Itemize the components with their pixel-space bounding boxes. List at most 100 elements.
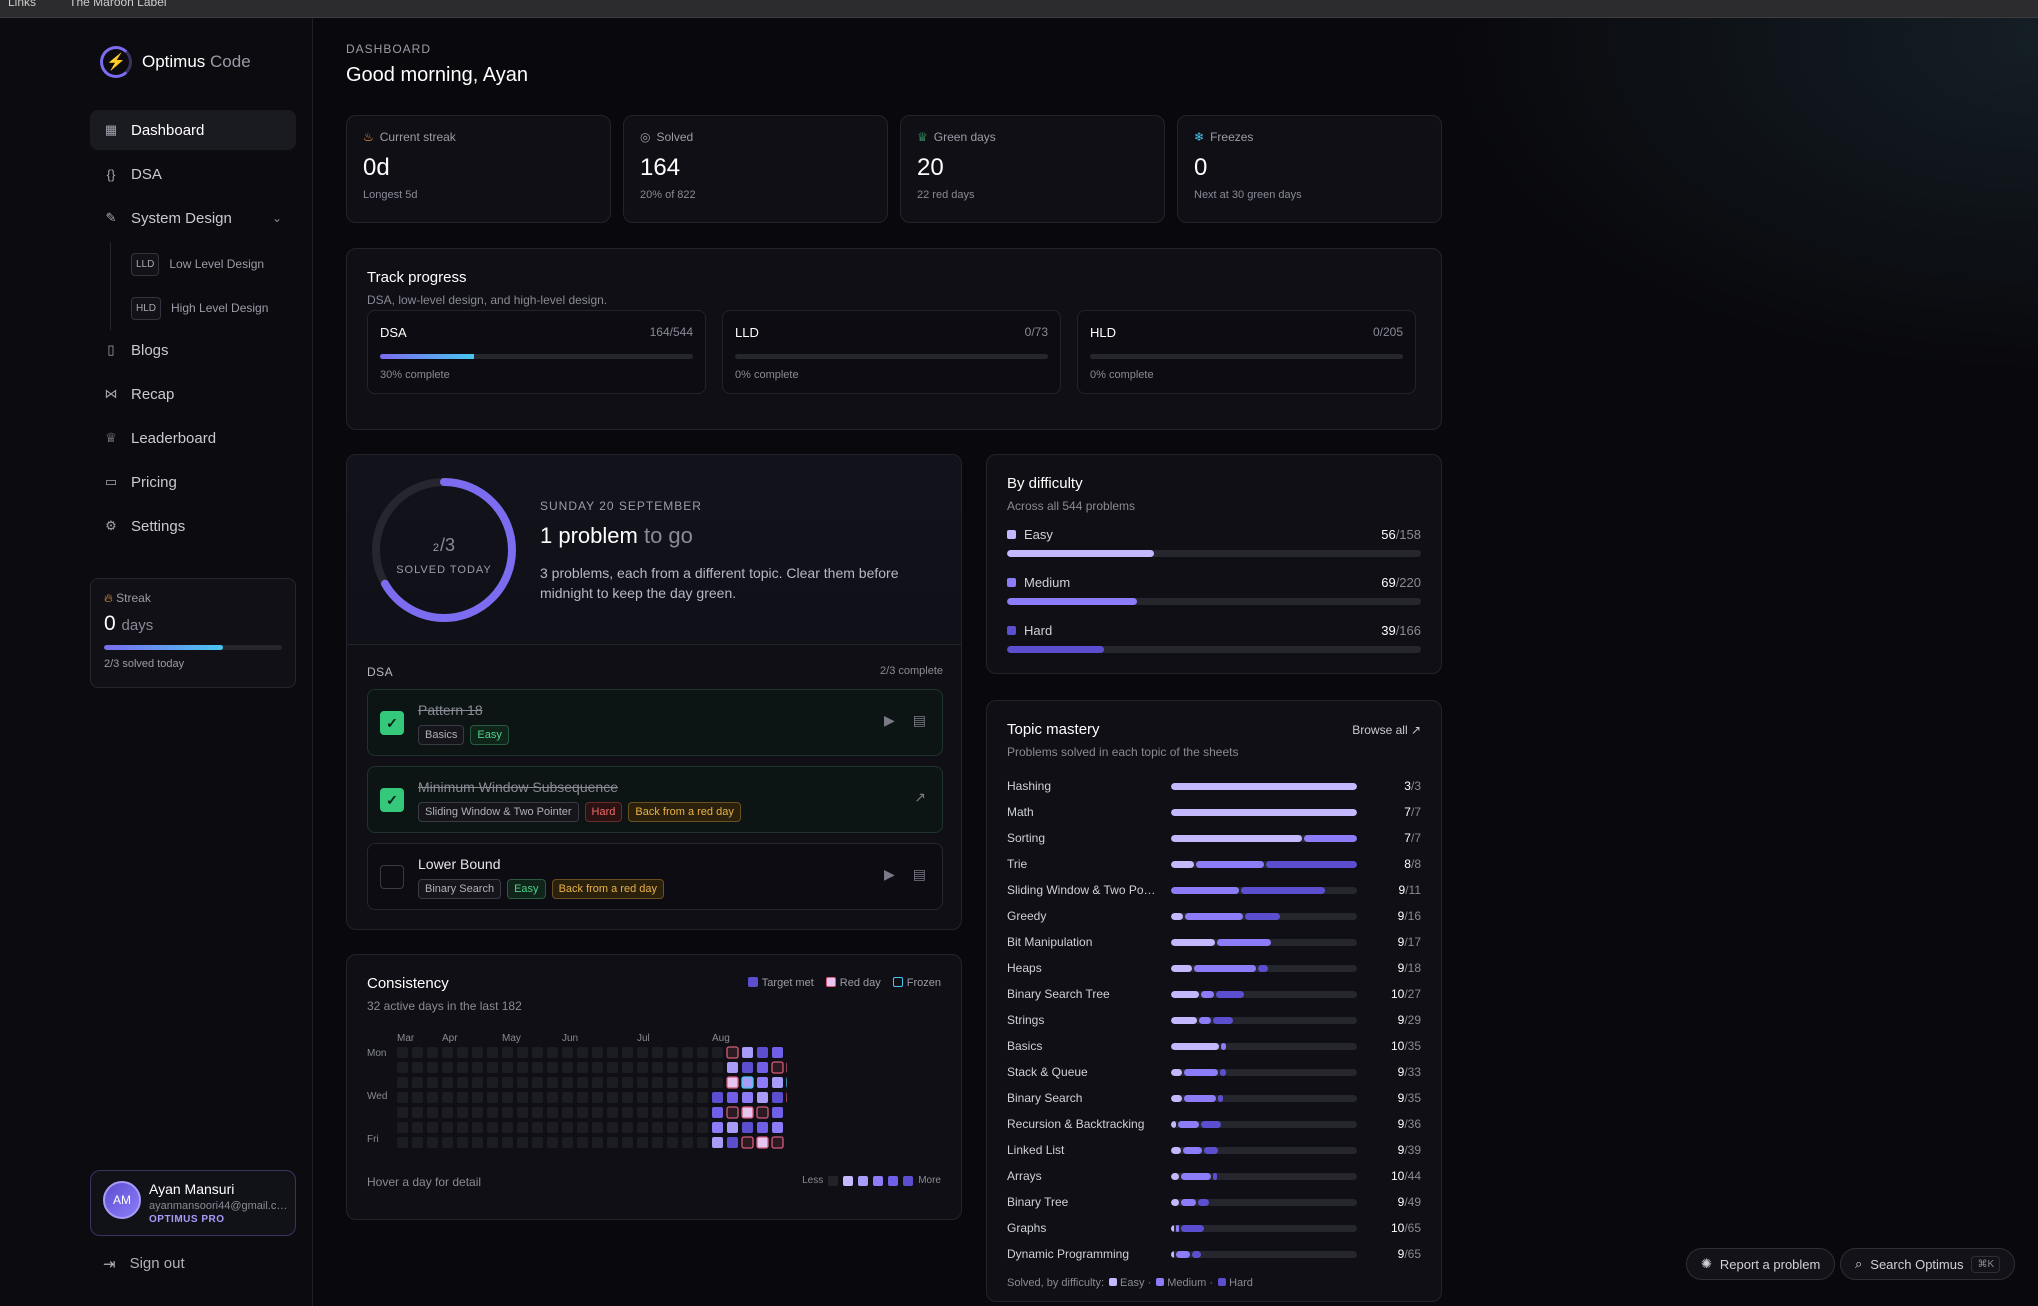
heatmap-day-cell[interactable] [442, 1092, 453, 1103]
heatmap-day-cell[interactable] [502, 1092, 513, 1103]
heatmap-day-cell[interactable] [772, 1092, 783, 1103]
heatmap-day-cell[interactable] [727, 1137, 738, 1148]
heatmap-day-cell[interactable] [487, 1092, 498, 1103]
heatmap-day-cell[interactable] [442, 1047, 453, 1058]
heatmap-day-cell[interactable] [472, 1107, 483, 1118]
heatmap-day-cell[interactable] [667, 1137, 678, 1148]
heatmap-day-cell[interactable] [652, 1047, 663, 1058]
heatmap-day-cell[interactable] [457, 1047, 468, 1058]
heatmap-day-cell[interactable] [682, 1137, 693, 1148]
heatmap-day-cell[interactable] [697, 1047, 708, 1058]
heatmap-day-cell[interactable] [682, 1047, 693, 1058]
topic-row[interactable]: Strings 9/29 [1007, 1007, 1421, 1033]
doc-icon[interactable]: ▤ [912, 866, 926, 882]
heatmap-day-cell[interactable] [607, 1047, 618, 1058]
heatmap-day-cell[interactable] [487, 1047, 498, 1058]
heatmap-day-cell[interactable] [772, 1107, 783, 1118]
heatmap-day-cell[interactable] [472, 1122, 483, 1133]
heatmap-day-cell[interactable] [712, 1137, 723, 1148]
nav-settings[interactable]: ⚙ Settings [90, 506, 296, 546]
problem-row[interactable]: ✓ Minimum Window Subsequence Sliding Windo… [367, 766, 943, 833]
heatmap-day-cell[interactable] [457, 1062, 468, 1073]
heatmap-day-cell[interactable] [652, 1137, 663, 1148]
heatmap-day-cell[interactable] [412, 1107, 423, 1118]
heatmap-day-cell[interactable] [742, 1062, 753, 1073]
heatmap-day-cell[interactable] [742, 1047, 753, 1058]
activity-heatmap[interactable]: MarAprMayJunJulAugSeptMonWedFri [367, 1031, 787, 1151]
heatmap-day-cell[interactable] [637, 1077, 648, 1088]
problem-name[interactable]: Pattern 18 [418, 702, 483, 718]
track-dsa[interactable]: DSA 164/544 30% complete [367, 310, 706, 394]
nav-dsa[interactable]: {} DSA [90, 154, 296, 194]
heatmap-day-cell[interactable] [517, 1122, 528, 1133]
user-card[interactable]: AM Ayan Mansuri ayanmansoori44@gmail.com… [90, 1170, 296, 1236]
heatmap-day-cell[interactable] [532, 1107, 543, 1118]
heatmap-day-cell[interactable] [727, 1122, 738, 1133]
topic-row[interactable]: Hashing 3/3 [1007, 773, 1421, 799]
heatmap-day-cell[interactable] [517, 1047, 528, 1058]
heatmap-day-cell[interactable] [547, 1047, 558, 1058]
heatmap-day-cell[interactable] [652, 1092, 663, 1103]
heatmap-day-cell[interactable] [697, 1122, 708, 1133]
heatmap-day-cell[interactable] [622, 1077, 633, 1088]
heatmap-day-cell[interactable] [757, 1077, 768, 1088]
heatmap-day-cell[interactable] [622, 1047, 633, 1058]
heatmap-day-cell[interactable] [712, 1077, 723, 1088]
track-lld[interactable]: LLD 0/73 0% complete [722, 310, 1061, 394]
bookmark-maroon-label[interactable]: The Maroon Label [69, 0, 167, 9]
nav-recap[interactable]: ⋈ Recap [104, 385, 175, 403]
heatmap-day-cell[interactable] [442, 1122, 453, 1133]
heatmap-day-cell[interactable] [412, 1077, 423, 1088]
heatmap-day-cell[interactable] [487, 1137, 498, 1148]
heatmap-day-cell[interactable] [726, 1076, 739, 1089]
heatmap-day-cell[interactable] [562, 1062, 573, 1073]
heatmap-day-cell[interactable] [427, 1107, 438, 1118]
heatmap-day-cell[interactable] [637, 1107, 648, 1118]
topic-row[interactable]: Trie 8/8 [1007, 851, 1421, 877]
nav-blogs[interactable]: ▯ Blogs [90, 330, 296, 370]
topic-row[interactable]: Graphs 10/65 [1007, 1215, 1421, 1241]
heatmap-day-cell[interactable] [757, 1062, 768, 1073]
heatmap-day-cell[interactable] [757, 1092, 768, 1103]
heatmap-day-cell[interactable] [622, 1137, 633, 1148]
heatmap-day-cell[interactable] [472, 1137, 483, 1148]
heatmap-day-cell[interactable] [667, 1077, 678, 1088]
problem-name[interactable]: Minimum Window Subsequence [418, 779, 618, 795]
heatmap-day-cell[interactable] [637, 1062, 648, 1073]
heatmap-day-cell[interactable] [397, 1047, 408, 1058]
heatmap-day-cell[interactable] [562, 1092, 573, 1103]
heatmap-day-cell[interactable] [532, 1047, 543, 1058]
heatmap-day-cell[interactable] [577, 1137, 588, 1148]
topic-row[interactable]: Binary Tree 9/49 [1007, 1189, 1421, 1215]
heatmap-day-cell[interactable] [712, 1122, 723, 1133]
heatmap-day-cell[interactable] [682, 1122, 693, 1133]
heatmap-day-cell[interactable] [741, 1136, 754, 1149]
heatmap-day-cell[interactable] [412, 1047, 423, 1058]
heatmap-day-cell[interactable] [442, 1062, 453, 1073]
heatmap-day-cell[interactable] [472, 1077, 483, 1088]
heatmap-day-cell[interactable] [577, 1077, 588, 1088]
heatmap-day-cell[interactable] [742, 1092, 753, 1103]
heatmap-day-cell[interactable] [772, 1047, 783, 1058]
heatmap-day-cell[interactable] [562, 1047, 573, 1058]
heatmap-day-cell[interactable] [712, 1047, 723, 1058]
heatmap-day-cell[interactable] [532, 1077, 543, 1088]
heatmap-day-cell[interactable] [756, 1106, 769, 1119]
brand-logo[interactable]: ⚡ Optimus Code [100, 46, 251, 78]
heatmap-day-cell[interactable] [532, 1062, 543, 1073]
heatmap-day-cell[interactable] [502, 1077, 513, 1088]
heatmap-day-cell[interactable] [772, 1122, 783, 1133]
heatmap-day-cell[interactable] [592, 1062, 603, 1073]
heatmap-day-cell[interactable] [502, 1122, 513, 1133]
heatmap-day-cell[interactable] [607, 1092, 618, 1103]
heatmap-day-cell[interactable] [637, 1047, 648, 1058]
topic-row[interactable]: Binary Search 9/35 [1007, 1085, 1421, 1111]
heatmap-day-cell[interactable] [637, 1122, 648, 1133]
nav-pricing[interactable]: ▭ Pricing [104, 473, 177, 491]
heatmap-day-cell[interactable] [517, 1077, 528, 1088]
heatmap-day-cell[interactable] [472, 1047, 483, 1058]
heatmap-day-cell[interactable] [622, 1107, 633, 1118]
heatmap-day-cell[interactable] [577, 1092, 588, 1103]
heatmap-day-cell[interactable] [697, 1092, 708, 1103]
heatmap-day-cell[interactable] [547, 1122, 558, 1133]
